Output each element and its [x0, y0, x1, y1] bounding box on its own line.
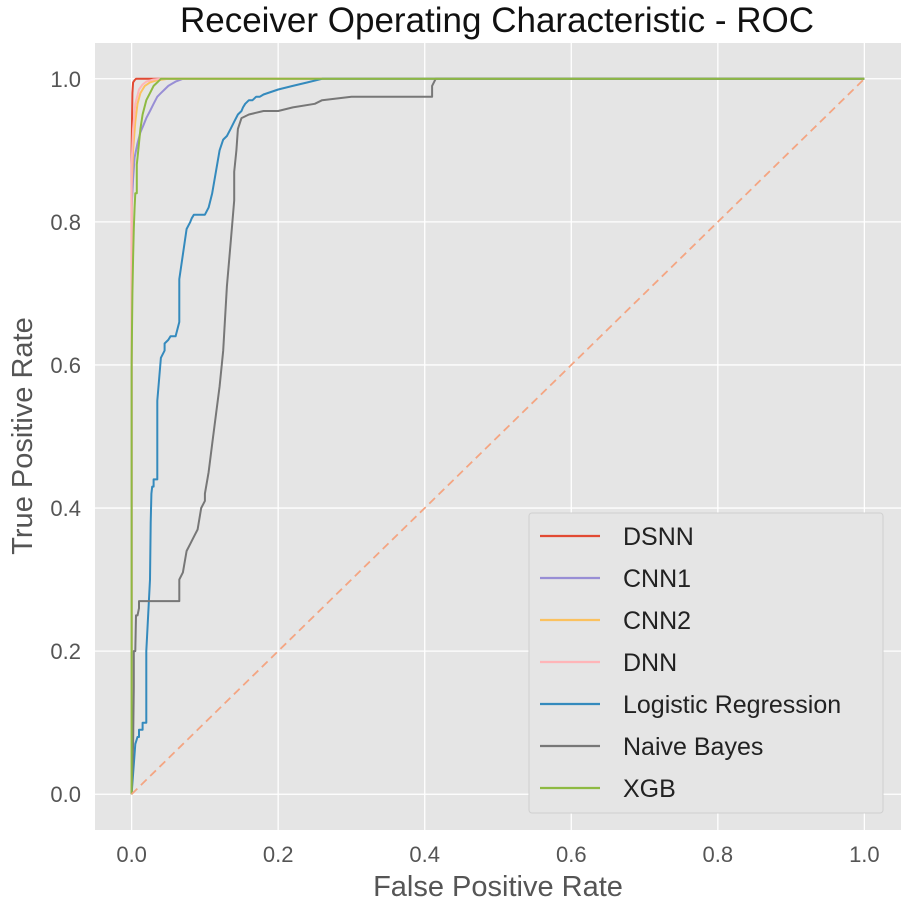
x-tick-label: 0.6: [556, 842, 587, 867]
series-line-xgb: [130, 77, 865, 795]
y-tick-label: 0.0: [50, 782, 81, 807]
legend-label: DNN: [623, 649, 677, 677]
legend-label: CNN1: [623, 565, 691, 593]
series-layer: [130, 77, 866, 795]
legend-box: [528, 512, 884, 814]
legend-label: CNN2: [623, 607, 691, 635]
series-line-dnn: [130, 77, 865, 795]
x-tick-label: 0.4: [409, 842, 440, 867]
x-tick-label: 0.0: [116, 842, 147, 867]
grid: [95, 43, 901, 830]
y-tick-label: 0.6: [50, 353, 81, 378]
x-tick-label: 0.2: [263, 842, 294, 867]
x-axis-ticks: 0.0 0.2 0.4 0.6 0.8 1.0: [116, 842, 879, 867]
y-tick-label: 1.0: [50, 67, 81, 92]
legend-label: XGB: [623, 775, 676, 803]
series-line-logistic-regression: [130, 77, 865, 795]
series-line-naive-bayes: [130, 77, 865, 795]
legend-label: Logistic Regression: [623, 691, 841, 719]
series-line-diagonal: [130, 78, 866, 795]
chart-title: Receiver Operating Characteristic - ROC: [180, 1, 814, 40]
x-axis-label: False Positive Rate: [373, 871, 623, 902]
series-line-dsnn: [130, 77, 865, 795]
y-tick-label: 0.2: [50, 639, 81, 664]
y-tick-label: 0.4: [50, 496, 81, 521]
x-tick-label: 0.8: [703, 842, 734, 867]
x-tick-label: 1.0: [849, 842, 880, 867]
legend-label: DSNN: [623, 523, 694, 551]
y-axis-label: True Positive Rate: [7, 317, 39, 554]
y-tick-label: 0.8: [50, 210, 81, 235]
legend: DSNN CNN1 CNN2 DNN Logistic Regression Naive …: [528, 512, 884, 814]
y-axis-ticks: 0.0 0.2 0.4 0.6 0.8 1.0: [50, 67, 81, 807]
series-line-cnn1: [130, 77, 865, 795]
legend-label: Naive Bayes: [623, 733, 763, 761]
